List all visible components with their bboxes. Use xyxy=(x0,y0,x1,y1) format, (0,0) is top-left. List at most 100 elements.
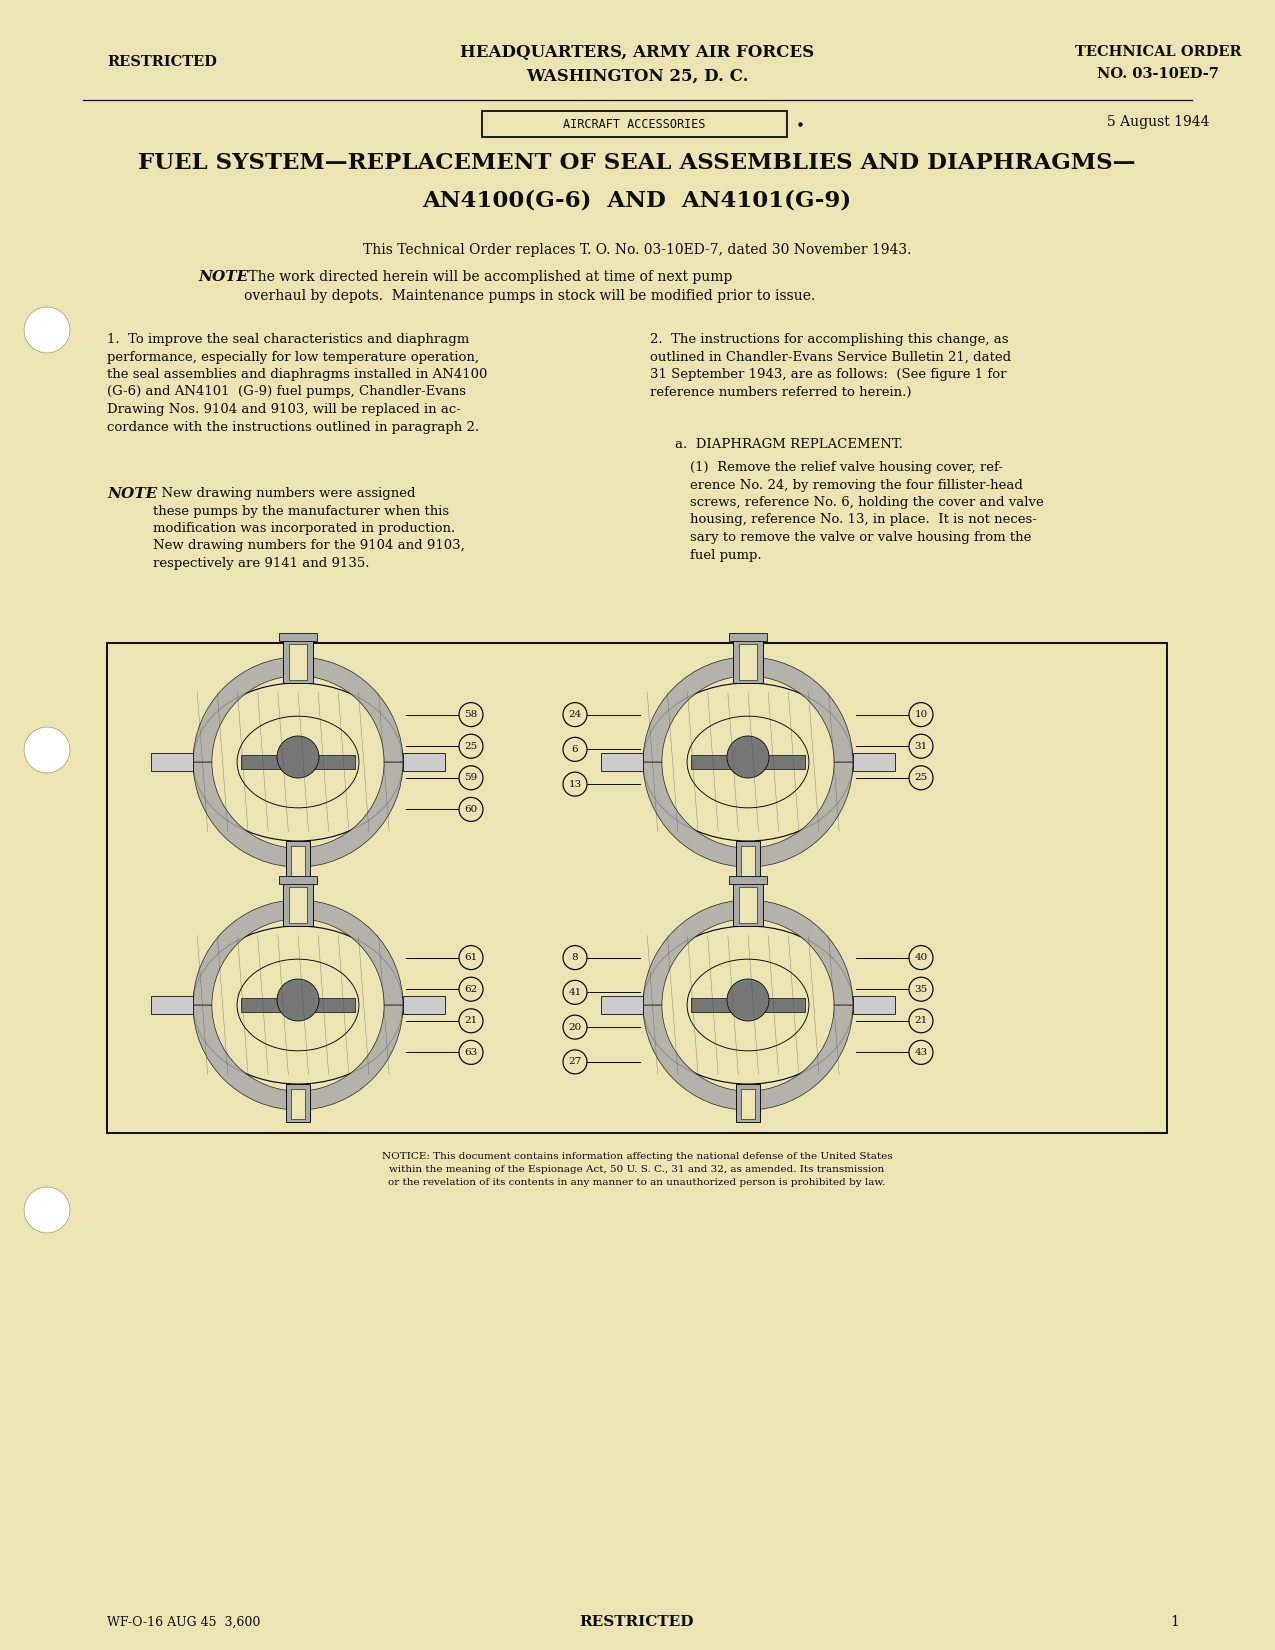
Circle shape xyxy=(459,734,483,759)
Bar xyxy=(853,997,895,1015)
Text: NO. 03-10ED-7: NO. 03-10ED-7 xyxy=(1096,68,1219,81)
Bar xyxy=(150,997,193,1015)
Text: 25: 25 xyxy=(914,774,928,782)
Text: 41: 41 xyxy=(569,988,581,997)
Text: NOTE: NOTE xyxy=(107,487,157,502)
Circle shape xyxy=(727,736,769,779)
Text: a.  DIAPHRAGM REPLACEMENT.: a. DIAPHRAGM REPLACEMENT. xyxy=(674,437,903,450)
Bar xyxy=(482,111,787,137)
Bar xyxy=(279,876,317,884)
Text: 61: 61 xyxy=(464,954,478,962)
Bar xyxy=(853,752,895,771)
Text: WF-O-16 AUG 45  3,600: WF-O-16 AUG 45 3,600 xyxy=(107,1615,260,1629)
Circle shape xyxy=(909,1041,933,1064)
Text: New drawing numbers were assigned
these pumps by the manufacturer when this
modi: New drawing numbers were assigned these … xyxy=(153,487,465,569)
Text: 20: 20 xyxy=(569,1023,581,1031)
Bar xyxy=(286,1084,310,1122)
Text: 8: 8 xyxy=(571,954,579,962)
Text: HEADQUARTERS, ARMY AIR FORCES: HEADQUARTERS, ARMY AIR FORCES xyxy=(460,43,813,61)
Wedge shape xyxy=(643,899,853,1005)
Circle shape xyxy=(24,307,70,353)
Text: 27: 27 xyxy=(569,1058,581,1066)
Circle shape xyxy=(727,978,769,1021)
Circle shape xyxy=(564,945,586,970)
Text: AIRCRAFT ACCESSORIES: AIRCRAFT ACCESSORIES xyxy=(564,117,706,130)
Bar xyxy=(601,752,643,771)
Bar xyxy=(283,639,312,683)
Wedge shape xyxy=(193,1005,403,1110)
Text: 62: 62 xyxy=(464,985,478,993)
Circle shape xyxy=(564,703,586,726)
Circle shape xyxy=(459,1041,483,1064)
Circle shape xyxy=(564,1049,586,1074)
Text: 24: 24 xyxy=(569,710,581,719)
Text: 10: 10 xyxy=(914,710,928,719)
Bar xyxy=(691,756,805,769)
Wedge shape xyxy=(643,657,853,762)
Wedge shape xyxy=(643,1005,853,1110)
Text: 2.  The instructions for accomplishing this change, as
outlined in Chandler-Evan: 2. The instructions for accomplishing th… xyxy=(650,333,1011,399)
Ellipse shape xyxy=(687,716,808,808)
Bar xyxy=(736,842,760,879)
Bar xyxy=(150,752,193,771)
Text: This Technical Order replaces T. O. No. 03-10ED-7, dated 30 November 1943.: This Technical Order replaces T. O. No. … xyxy=(363,243,912,257)
Ellipse shape xyxy=(687,959,808,1051)
Circle shape xyxy=(909,734,933,759)
Bar xyxy=(403,997,445,1015)
Bar xyxy=(279,634,317,640)
Bar xyxy=(729,876,768,884)
Text: 63: 63 xyxy=(464,1048,478,1058)
Circle shape xyxy=(564,980,586,1005)
Bar xyxy=(241,756,354,769)
Text: RESTRICTED: RESTRICTED xyxy=(107,54,217,69)
Circle shape xyxy=(564,1015,586,1040)
Bar xyxy=(691,998,805,1011)
Circle shape xyxy=(459,703,483,726)
Text: 5 August 1944: 5 August 1944 xyxy=(1107,116,1209,129)
Text: 21: 21 xyxy=(914,1016,928,1025)
Text: 31: 31 xyxy=(914,742,928,751)
Bar xyxy=(283,883,312,926)
Bar xyxy=(733,639,762,683)
Text: 58: 58 xyxy=(464,710,478,719)
Wedge shape xyxy=(643,762,853,866)
Bar xyxy=(740,644,757,680)
Wedge shape xyxy=(193,657,403,762)
Bar xyxy=(289,888,307,922)
Text: 40: 40 xyxy=(914,954,928,962)
Circle shape xyxy=(459,1008,483,1033)
Text: 13: 13 xyxy=(569,779,581,789)
Circle shape xyxy=(909,766,933,790)
Text: (1)  Remove the relief valve housing cover, ref-
erence No. 24, by removing the : (1) Remove the relief valve housing cove… xyxy=(690,460,1044,561)
Text: WASHINGTON 25, D. C.: WASHINGTON 25, D. C. xyxy=(525,68,748,84)
Circle shape xyxy=(909,703,933,726)
Bar xyxy=(241,998,354,1011)
Text: The work directed herein will be accomplished at time of next pump
overhaul by d: The work directed herein will be accompl… xyxy=(244,271,815,304)
Text: 25: 25 xyxy=(464,742,478,751)
Wedge shape xyxy=(193,899,403,1005)
Bar xyxy=(741,846,755,876)
Circle shape xyxy=(564,738,586,761)
Bar xyxy=(736,1084,760,1122)
Bar xyxy=(740,888,757,922)
Text: 59: 59 xyxy=(464,774,478,782)
Text: NOTE: NOTE xyxy=(198,271,249,284)
Bar xyxy=(729,634,768,640)
Bar xyxy=(286,842,310,879)
Bar xyxy=(403,752,445,771)
Ellipse shape xyxy=(237,716,358,808)
Text: 6: 6 xyxy=(571,744,579,754)
Bar xyxy=(601,997,643,1015)
Circle shape xyxy=(459,797,483,822)
Circle shape xyxy=(277,736,319,779)
Bar xyxy=(291,1089,305,1119)
Ellipse shape xyxy=(237,959,358,1051)
Text: 21: 21 xyxy=(464,1016,478,1025)
Text: 43: 43 xyxy=(914,1048,928,1058)
Text: FUEL SYSTEM—REPLACEMENT OF SEAL ASSEMBLIES AND DIAPHRAGMS—: FUEL SYSTEM—REPLACEMENT OF SEAL ASSEMBLI… xyxy=(138,152,1136,173)
Circle shape xyxy=(277,978,319,1021)
Bar xyxy=(733,883,762,926)
Text: 35: 35 xyxy=(914,985,928,993)
Circle shape xyxy=(24,728,70,772)
Bar xyxy=(289,644,307,680)
